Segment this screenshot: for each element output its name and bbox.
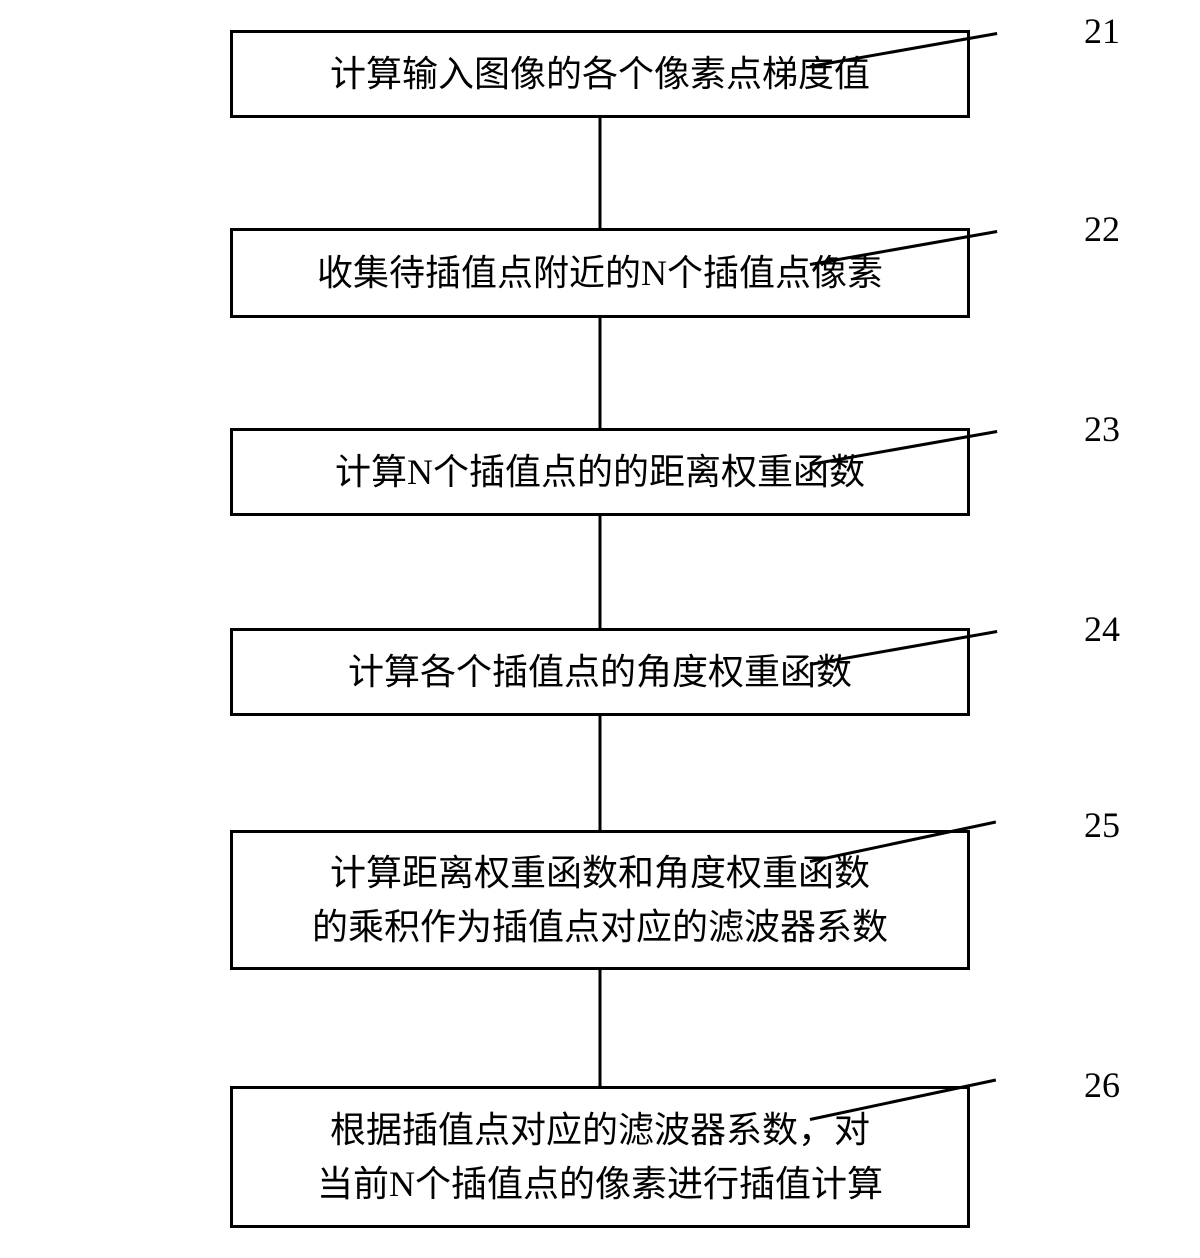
connector-5: [599, 970, 602, 1086]
step-21-wrapper: 计算输入图像的各个像素点梯度值: [230, 30, 970, 118]
step-26-text: 根据插值点对应的滤波器系数，对 当前N个插值点的像素进行插值计算: [317, 1103, 883, 1211]
connector-2: [599, 318, 602, 428]
step-21-number: 21: [1084, 10, 1120, 52]
step-25-number: 25: [1084, 804, 1120, 846]
step-26-number: 26: [1084, 1064, 1120, 1106]
step-22-number: 22: [1084, 208, 1120, 250]
connector-1: [599, 118, 602, 228]
step-23-box: 计算N个插值点的的距离权重函数: [230, 428, 970, 516]
step-23-wrapper: 计算N个插值点的的距离权重函数: [230, 428, 970, 516]
connector-3: [599, 516, 602, 628]
step-22-wrapper: 收集待插值点附近的N个插值点像素: [230, 228, 970, 318]
step-24-number: 24: [1084, 608, 1120, 650]
step-24-box: 计算各个插值点的角度权重函数: [230, 628, 970, 716]
step-22-box: 收集待插值点附近的N个插值点像素: [230, 228, 970, 318]
step-21-box: 计算输入图像的各个像素点梯度值: [230, 30, 970, 118]
step-22-text: 收集待插值点附近的N个插值点像素: [317, 246, 883, 300]
connector-4: [599, 716, 602, 830]
step-23-text: 计算N个插值点的的距离权重函数: [335, 445, 865, 499]
step-24-wrapper: 计算各个插值点的角度权重函数: [230, 628, 970, 716]
step-24-text: 计算各个插值点的角度权重函数: [348, 645, 852, 699]
step-25-text: 计算距离权重函数和角度权重函数 的乘积作为插值点对应的滤波器系数: [312, 846, 888, 954]
step-23-number: 23: [1084, 408, 1120, 450]
flowchart-container: 计算输入图像的各个像素点梯度值 21 收集待插值点附近的N个插值点像素 22 计…: [0, 0, 1200, 1258]
step-21-text: 计算输入图像的各个像素点梯度值: [330, 47, 870, 101]
